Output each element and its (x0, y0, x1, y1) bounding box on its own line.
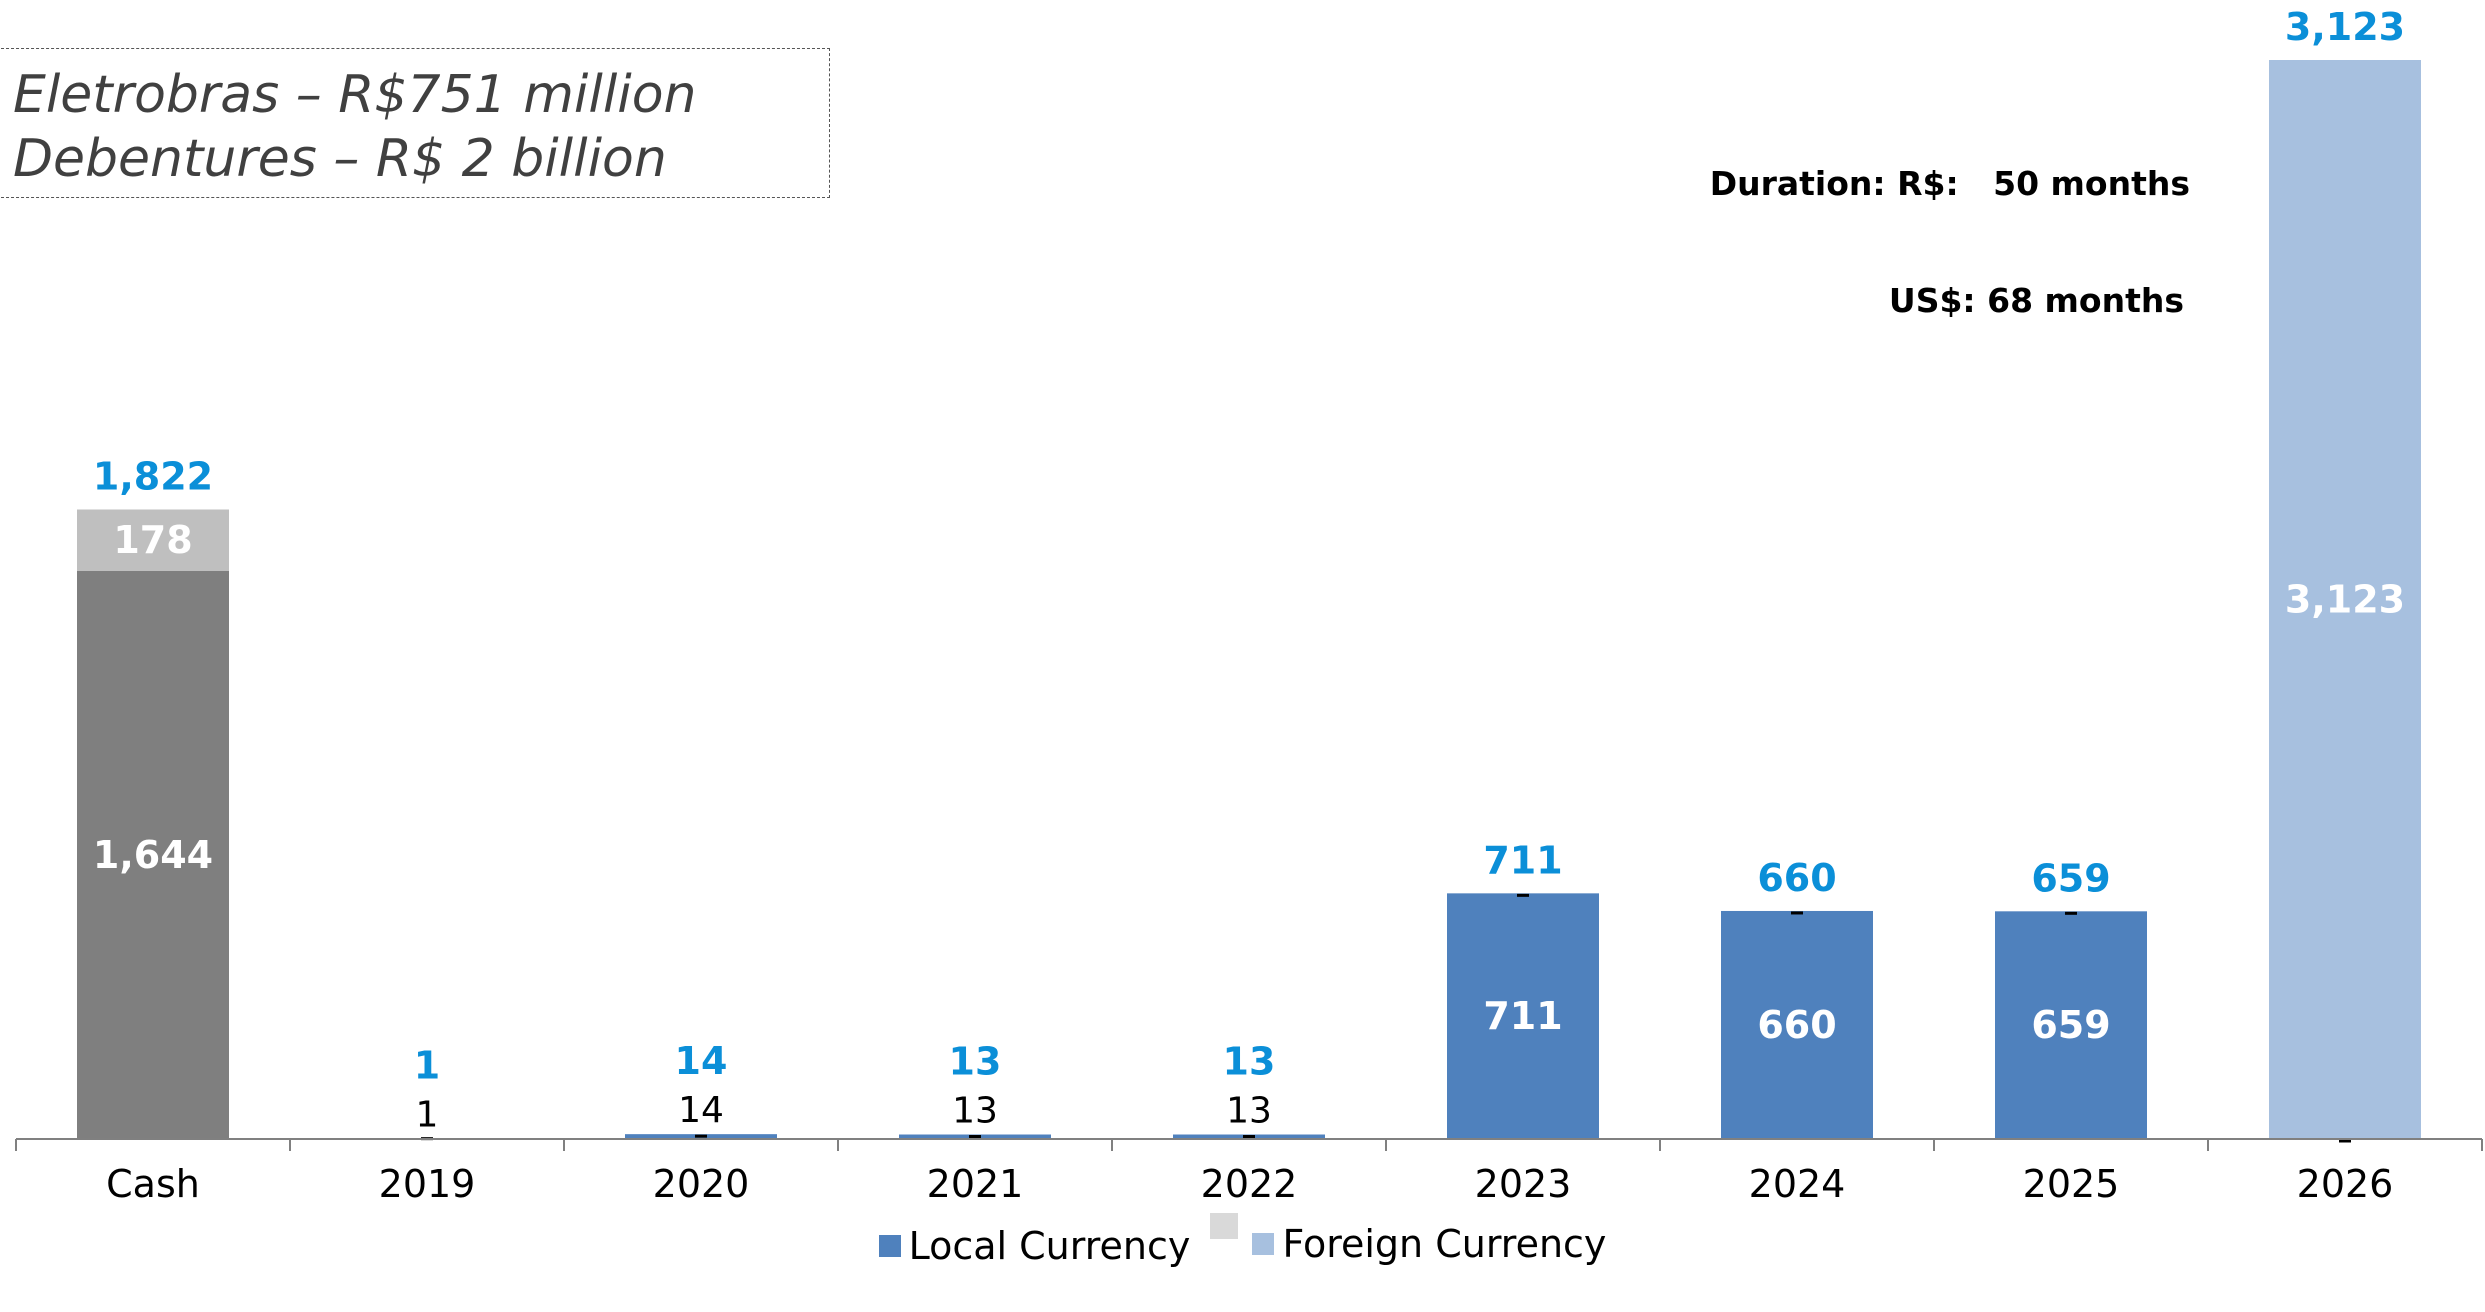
x-tick-label-2019: 2019 (379, 1162, 476, 1206)
legend-item-local: Local Currency (878, 1224, 1191, 1268)
x-tick-label-Cash: Cash (106, 1162, 200, 1206)
bar-local-2023 (1447, 893, 1599, 1139)
total-label-2022: 13 (1223, 1040, 1276, 1084)
legend-swatch-other (1210, 1213, 1239, 1239)
bar-foreign-2026 (2269, 60, 2421, 1139)
segment-label-2025-0: 659 (2031, 1003, 2110, 1047)
x-tick-label-2024: 2024 (1749, 1162, 1846, 1206)
x-tick-label-2026: 2026 (2297, 1162, 2394, 1206)
legend-label-foreign: Foreign Currency (1282, 1222, 1607, 1266)
x-tick-label-2023: 2023 (1475, 1162, 1572, 1206)
x-tick-label-2025: 2025 (2023, 1162, 2120, 1206)
total-label-2019: 1 (414, 1044, 440, 1088)
annotation-line-1: Eletrobras – R$751 million (13, 65, 697, 125)
segment-label-Cash-1: 178 (113, 518, 192, 562)
segment-label-2020-0: 14 (678, 1090, 724, 1131)
segment-label-2022-0: 13 (1226, 1091, 1272, 1132)
segment-label-2019-0: 1 (416, 1095, 439, 1136)
bar-local-2024 (1721, 910, 1873, 1139)
total-label-2023: 711 (1483, 838, 1562, 882)
legend-swatch-local (878, 1235, 901, 1257)
duration-line-2: US$: 68 months (1888, 281, 2184, 320)
x-tick-label-2021: 2021 (927, 1162, 1024, 1206)
bar-cash-Cash (77, 570, 229, 1139)
chart-legend: Local Currency Foreign Currency (0, 1213, 2485, 1268)
annotation-box: Eletrobras – R$751 million Debentures – … (0, 48, 830, 198)
duration-line-1: Duration: R$: 50 months (1709, 164, 2190, 203)
total-label-2021: 13 (949, 1040, 1002, 1084)
segment-label-2026-0: 3,123 (2285, 578, 2405, 622)
segment-label-2021-0: 13 (952, 1091, 998, 1132)
legend-swatch-foreign (1252, 1233, 1275, 1255)
total-label-2026: 3,123 (2285, 5, 2405, 49)
segment-label-2024-0: 660 (1757, 1003, 1836, 1047)
bar-cash_extra-Cash (77, 509, 229, 571)
legend-label-local: Local Currency (908, 1224, 1191, 1268)
x-tick-label-2020: 2020 (653, 1162, 750, 1206)
bar-local-2025 (1995, 911, 2147, 1139)
annotation-line-2: Debentures – R$ 2 billion (13, 129, 667, 189)
x-tick-label-2022: 2022 (1201, 1162, 1298, 1206)
duration-note: Duration: R$: 50 months US$: 68 months (1620, 86, 2190, 359)
total-label-Cash: 1,822 (93, 454, 213, 498)
segment-label-2023-0: 711 (1483, 994, 1562, 1038)
segment-label-Cash-0: 1,644 (93, 833, 213, 877)
total-label-2020: 14 (675, 1039, 728, 1083)
total-label-2025: 659 (2031, 856, 2110, 900)
total-label-2024: 660 (1757, 856, 1836, 900)
legend-item-foreign: Foreign Currency (1210, 1213, 1607, 1266)
